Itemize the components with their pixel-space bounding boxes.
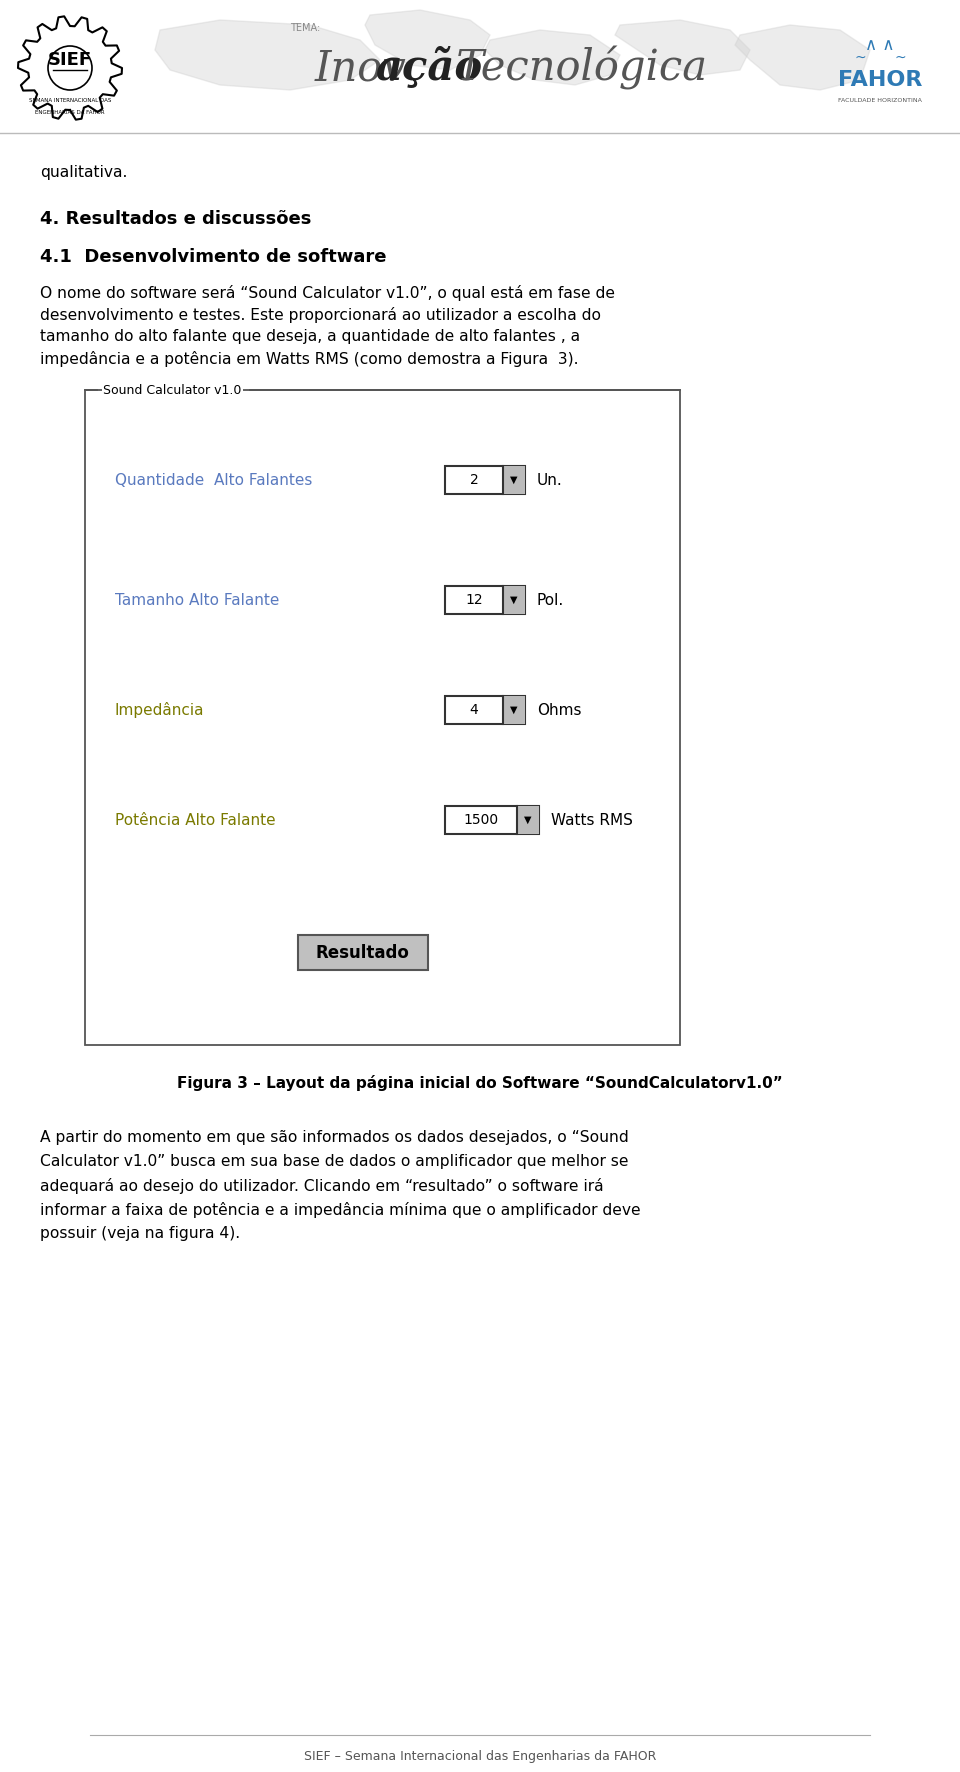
Text: possuir (veja na figura 4).: possuir (veja na figura 4).	[40, 1226, 240, 1240]
Text: ▼: ▼	[511, 595, 517, 604]
Text: Quantidade  Alto Falantes: Quantidade Alto Falantes	[115, 473, 312, 487]
Bar	[445, 466, 525, 494]
Polygon shape	[18, 16, 122, 120]
Bar	[0, 0, 960, 135]
Text: 4.1  Desenvolvimento de software: 4.1 Desenvolvimento de software	[40, 248, 387, 266]
Text: A partir do momento em que são informados os dados desejados, o “Sound: A partir do momento em que são informado…	[40, 1131, 629, 1145]
Text: SIEF: SIEF	[48, 51, 92, 69]
Text: ▼: ▼	[511, 475, 517, 486]
Text: 12: 12	[466, 594, 483, 608]
Bar	[445, 806, 539, 835]
Text: qualitativa.: qualitativa.	[40, 165, 128, 181]
Polygon shape	[485, 30, 620, 85]
Text: desenvolvimento e testes. Este proporcionará ao utilizador a escolha do: desenvolvimento e testes. Este proporcio…	[40, 307, 601, 323]
Text: 4: 4	[469, 703, 478, 718]
Text: 1500: 1500	[464, 813, 498, 828]
Text: Watts RMS: Watts RMS	[551, 813, 633, 828]
Text: Un.: Un.	[537, 473, 563, 487]
Text: SEMANA INTERNACIONAL DAS: SEMANA INTERNACIONAL DAS	[29, 97, 111, 103]
Text: ∧ ∧: ∧ ∧	[865, 35, 895, 53]
Text: Figura 3 – Layout da página inicial do Software “SoundCalculatorv1.0”: Figura 3 – Layout da página inicial do S…	[178, 1076, 782, 1092]
Text: informar a faixa de potência e a impedância mínima que o amplificador deve: informar a faixa de potência e a impedân…	[40, 1201, 640, 1217]
Text: SIEF – Semana Internacional das Engenharias da FAHOR: SIEF – Semana Internacional das Engenhar…	[303, 1751, 657, 1763]
Text: Inov: Inov	[315, 48, 407, 89]
Text: Ohms: Ohms	[537, 702, 582, 718]
Bar	[445, 587, 525, 615]
Bar	[517, 806, 539, 835]
Text: tamanho do alto falante que deseja, a quantidade de alto falantes , a: tamanho do alto falante que deseja, a qu…	[40, 330, 580, 344]
Polygon shape	[735, 25, 870, 90]
Text: Resultado: Resultado	[316, 943, 409, 962]
Text: Tecnológica: Tecnológica	[443, 46, 708, 90]
Bar	[298, 936, 427, 969]
Text: Potência Alto Falante: Potência Alto Falante	[115, 813, 276, 828]
Polygon shape	[365, 11, 490, 71]
Text: FAHOR: FAHOR	[838, 71, 923, 90]
Text: ▼: ▼	[511, 705, 517, 714]
Bar	[85, 390, 680, 1045]
Bar	[503, 466, 525, 494]
Text: Tamanho Alto Falante: Tamanho Alto Falante	[115, 592, 279, 608]
Bar	[503, 587, 525, 615]
Text: ação: ação	[375, 48, 482, 89]
Polygon shape	[615, 19, 750, 74]
Circle shape	[48, 46, 92, 90]
Text: impedância e a potência em Watts RMS (como demostra a Figura  3).: impedância e a potência em Watts RMS (co…	[40, 351, 579, 367]
Text: ENGENHARIAS DA FAHOR: ENGENHARIAS DA FAHOR	[36, 110, 105, 115]
Text: Calculator v1.0” busca em sua base de dados o amplificador que melhor se: Calculator v1.0” busca em sua base de da…	[40, 1154, 629, 1170]
Text: adequará ao desejo do utilizador. Clicando em “resultado” o software irá: adequará ao desejo do utilizador. Clican…	[40, 1178, 604, 1194]
Bar	[503, 696, 525, 725]
Bar	[445, 696, 525, 725]
Text: Pol.: Pol.	[537, 592, 564, 608]
Text: ▼: ▼	[524, 815, 532, 826]
Text: FACULDADE HORIZONTINA: FACULDADE HORIZONTINA	[838, 97, 922, 103]
Text: 2: 2	[469, 473, 478, 487]
Text: ~: ~	[854, 51, 866, 66]
Text: 4. Resultados e discussões: 4. Resultados e discussões	[40, 211, 311, 229]
Polygon shape	[155, 19, 380, 90]
Text: ~: ~	[894, 51, 906, 66]
Text: O nome do software será “Sound Calculator v1.0”, o qual está em fase de: O nome do software será “Sound Calculato…	[40, 285, 615, 301]
Text: Sound Calculator v1.0: Sound Calculator v1.0	[103, 383, 241, 397]
Text: TEMA:: TEMA:	[290, 23, 321, 34]
Text: Impedância: Impedância	[115, 702, 204, 718]
